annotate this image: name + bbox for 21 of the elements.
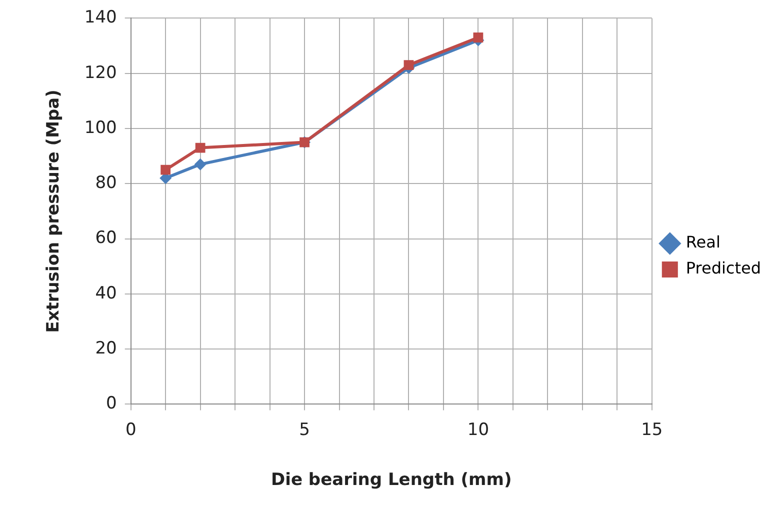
- y-tick-label: 80: [95, 173, 117, 194]
- y-tick-label: 60: [95, 228, 117, 248]
- point: [404, 60, 414, 70]
- point: [195, 142, 206, 153]
- point: [194, 158, 206, 170]
- x-axis-title: Die bearing Length (mm): [271, 470, 512, 490]
- y-tick-label: 40: [95, 283, 117, 304]
- y-tick-label: 100: [84, 118, 117, 138]
- y-axis-title: Extrusion pressure (Mpa): [44, 90, 64, 333]
- legend-label: Predicted: [686, 258, 761, 278]
- legend-label: Real: [686, 232, 720, 252]
- y-tick-label: 120: [84, 62, 117, 83]
- x-tick-label: 15: [641, 420, 663, 440]
- y-tick-label: 0: [106, 394, 117, 414]
- x-tick-label: 5: [299, 420, 310, 440]
- y-tick-label: 140: [84, 8, 117, 28]
- x-tick-label: 0: [125, 420, 136, 440]
- point: [473, 32, 484, 42]
- x-tick-label: 10: [467, 420, 490, 440]
- point: [160, 164, 171, 175]
- y-tick-label: 20: [95, 338, 117, 358]
